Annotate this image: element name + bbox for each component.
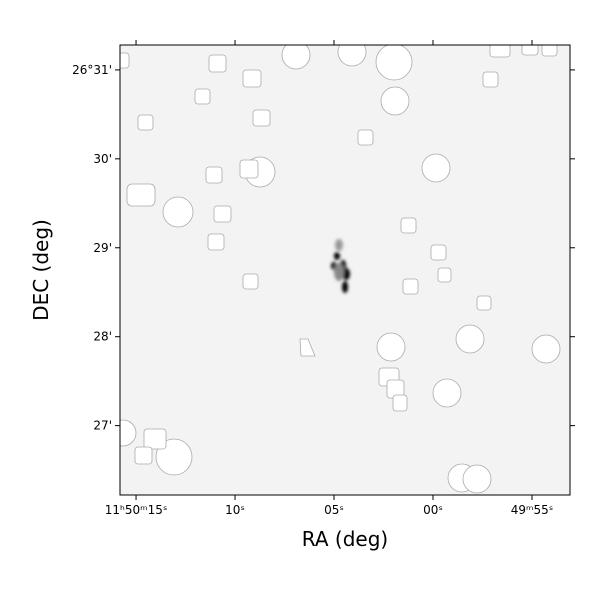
x-tick-label: 10ˢ (225, 503, 245, 517)
plot-frame (119, 44, 571, 496)
y-tick-label: 26°31' (72, 63, 112, 77)
y-tick-label: 27' (93, 419, 112, 433)
y-tick-label: 28' (93, 330, 112, 344)
x-tick-label: 00ˢ (423, 503, 443, 517)
x-tick-label: 49ᵐ55ˢ (511, 503, 554, 517)
x-axis-label: RA (deg) (302, 527, 388, 551)
galaxy (331, 239, 350, 293)
sky-image (120, 45, 570, 495)
y-axis-label: DEC (deg) (29, 219, 53, 321)
x-tick-label: 11ʰ50ᵐ15ˢ (105, 503, 168, 517)
masks (120, 45, 561, 494)
y-tick-label: 29' (93, 241, 112, 255)
x-tick-label: 05ˢ (324, 503, 344, 517)
y-tick-label: 30' (93, 152, 112, 166)
